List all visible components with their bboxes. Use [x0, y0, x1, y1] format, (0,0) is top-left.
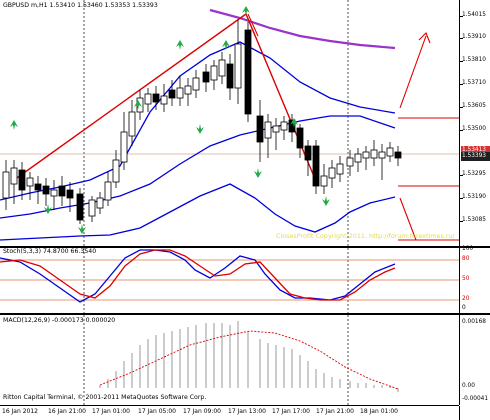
- time-tick: 17 Jan 13:00: [228, 408, 266, 415]
- stochastic-canvas: [0, 248, 459, 313]
- stoch-tick: 80: [462, 256, 470, 262]
- fractal-down-icon: [196, 124, 204, 134]
- time-tick: 16 Jan 2012: [2, 408, 38, 415]
- price-chart-panel[interactable]: GBPUSD m,H1 1.53410 1.53460 1.53353 1.53…: [0, 0, 459, 246]
- stochastic-panel[interactable]: Stoch(5,3,3) 74.8700 66.3540: [0, 248, 459, 313]
- stoch-tick: 50: [462, 276, 470, 282]
- macd-label: MACD(12,26,9) -0.000173 0.000020: [3, 317, 116, 324]
- macd-panel[interactable]: MACD(12,26,9) -0.000173 0.000020 Ritton …: [0, 315, 459, 405]
- price-tick: 1.53605: [462, 103, 486, 109]
- macd-tick: 0.00: [462, 383, 475, 389]
- price-tag-red: 1.53413: [461, 146, 490, 155]
- fractal-up-icon: [10, 120, 18, 130]
- macd-tick: -0.00041: [462, 396, 489, 402]
- time-tick: 17 Jan 21:00: [316, 408, 354, 415]
- stochastic-signal-line: [0, 249, 396, 301]
- panel-separator[interactable]: [0, 313, 490, 315]
- forecast-arrow-up: [399, 35, 427, 109]
- time-tick: 17 Jan 05:00: [138, 408, 176, 415]
- time-tick: 16 Jan 21:00: [48, 408, 86, 415]
- time-tick: 17 Jan 17:00: [272, 408, 310, 415]
- price-tick: 1.53810: [462, 57, 486, 63]
- watermark-text: ClosesProfit Copyright 2011, http://foru…: [276, 232, 455, 240]
- price-tick: 1.53500: [462, 126, 486, 132]
- time-tick: 18 Jan 01:00: [360, 408, 398, 415]
- price-chart-canvas: [0, 0, 459, 246]
- price-tick: 1.53910: [462, 34, 486, 40]
- fractal-down-icon: [254, 168, 262, 178]
- price-tick: 1.54015: [462, 12, 486, 18]
- fractal-down-icon: [44, 204, 52, 214]
- fractal-down-icon: [78, 224, 86, 234]
- price-tick: 1.53190: [462, 194, 486, 200]
- bollinger-upper-line: [0, 41, 396, 201]
- stoch-tick: 100: [462, 246, 474, 252]
- macd-histogram: [99, 321, 399, 392]
- chart-symbol-label: GBPUSD m,H1 1.53410 1.53460 1.53353 1.53…: [3, 2, 158, 9]
- stochastic-scale[interactable]: 100 80 50 20 0: [459, 246, 490, 313]
- price-tick: 1.53085: [462, 217, 486, 223]
- time-tick: 17 Jan 09:00: [183, 408, 221, 415]
- macd-tick: 0.00168: [462, 319, 486, 325]
- macd-scale[interactable]: 0.00168 0.00 -0.00041: [459, 315, 490, 405]
- price-tick: 1.53295: [462, 171, 486, 177]
- price-tick: 1.53710: [462, 80, 486, 86]
- panel-separator[interactable]: [0, 246, 490, 248]
- stoch-tick: 20: [462, 296, 470, 302]
- forecast-arrow-up-head: [418, 32, 431, 44]
- fractal-up-icon: [176, 40, 184, 50]
- time-tick: 17 Jan 01:00: [92, 408, 130, 415]
- time-axis-line: [0, 405, 459, 406]
- macd-signal-line: [99, 330, 399, 390]
- fractal-up-icon: [242, 6, 250, 16]
- scale-corner: [459, 406, 490, 420]
- bollinger-middle-line: [0, 115, 396, 219]
- candlesticks: [2, 20, 402, 224]
- current-price-tag: 1.53393: [461, 152, 490, 161]
- stochastic-main-line: [0, 249, 396, 303]
- macd-canvas: [83, 315, 399, 405]
- stochastic-label: Stoch(5,3,3) 74.8700 66.3540: [3, 248, 97, 255]
- fractal-up-icon: [134, 100, 142, 110]
- fractal-down-icon: [322, 196, 330, 206]
- trend-segment: [247, 13, 259, 37]
- copyright-text: Ritton Capital Terminal, © 2001-2011 Met…: [3, 394, 207, 401]
- bollinger-lower-line: [0, 183, 396, 241]
- fractal-up-icon: [290, 118, 298, 128]
- stoch-tick: 0: [462, 305, 466, 311]
- forecast-arrow-down: [399, 197, 417, 241]
- price-scale[interactable]: 1.54015 1.53910 1.53810 1.53710 1.53605 …: [459, 0, 490, 246]
- fractal-up-icon: [222, 40, 230, 50]
- fractal-markers: [10, 6, 330, 234]
